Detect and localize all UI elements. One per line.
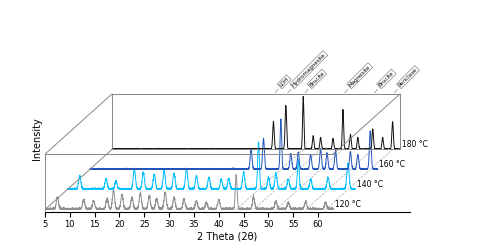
Text: Brucite: Brucite	[374, 70, 395, 93]
Text: Hydromagnesite: Hydromagnesite	[288, 52, 327, 93]
Text: 160 °C: 160 °C	[379, 160, 405, 169]
Text: 120 °C: 120 °C	[334, 200, 360, 209]
Text: Magnesite: Magnesite	[345, 64, 372, 93]
Y-axis label: Intensity: Intensity	[32, 118, 42, 161]
X-axis label: 2 Theta (2θ): 2 Theta (2θ)	[198, 232, 258, 242]
Text: Brucite: Brucite	[305, 70, 326, 93]
Text: Periclase: Periclase	[394, 67, 418, 93]
Text: 180 °C: 180 °C	[402, 140, 427, 149]
Text: 140 °C: 140 °C	[357, 180, 383, 189]
Text: LDH: LDH	[275, 76, 290, 93]
